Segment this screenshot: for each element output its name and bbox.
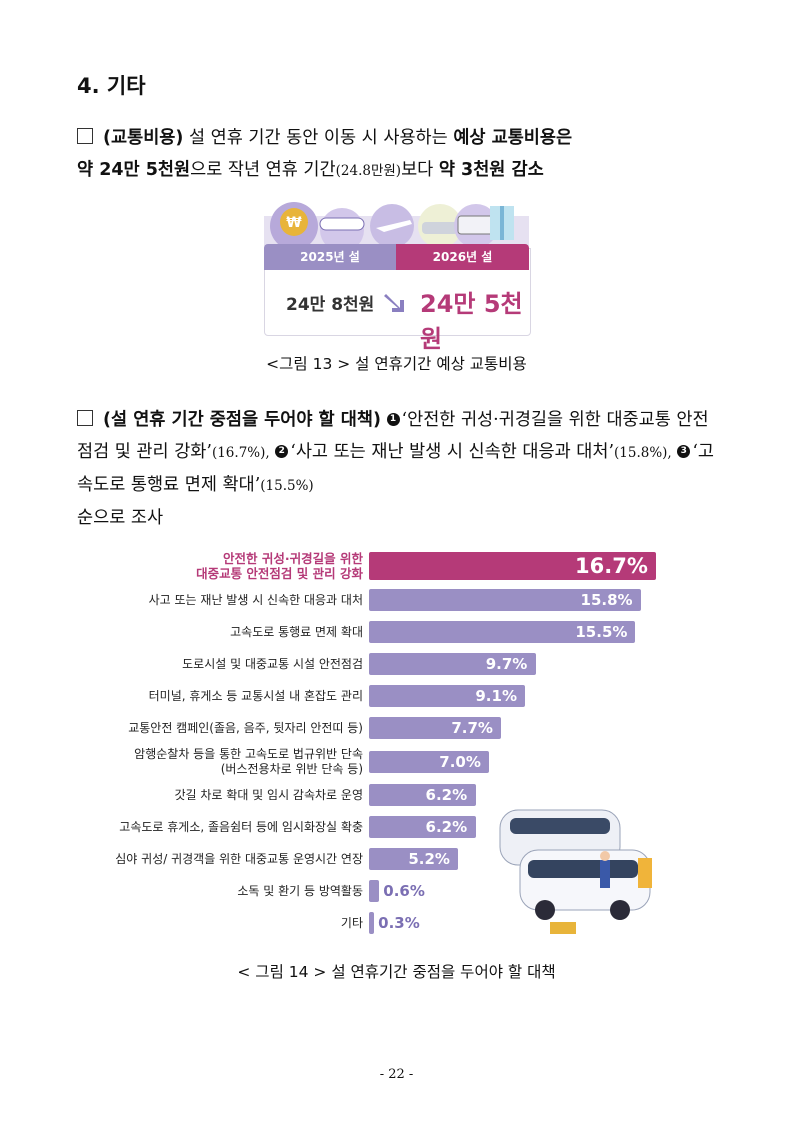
bar xyxy=(369,784,476,806)
bar xyxy=(369,816,476,838)
transport-banner-illustration: ₩ xyxy=(264,202,529,246)
bar-value-label: 9.1% xyxy=(475,687,517,705)
bar-value-label: 0.3% xyxy=(378,914,420,932)
bar xyxy=(369,912,375,934)
won-coin-icon xyxy=(280,208,308,236)
section-title: 4. 기타 xyxy=(77,74,146,98)
bar-value-label: 0.6% xyxy=(383,882,425,900)
bar xyxy=(369,552,656,580)
bar-label-line: 기타 xyxy=(340,915,363,930)
para1-text2: 으로 작년 연휴 기간 xyxy=(190,160,336,180)
para1-bold2: 약 24만 5천원 xyxy=(77,160,191,180)
bar-label-line: 고속도로 통행료 면제 확대 xyxy=(230,624,363,639)
number-2-icon: 2 xyxy=(275,445,289,458)
paragraph-priority-measures: (설 연휴 기간 중점을 두어야 할 대책) 1 ‘안전한 귀성·귀경길을 위한 … xyxy=(77,404,719,534)
para2-lead: (설 연휴 기간 중점을 두어야 할 대책) xyxy=(103,410,381,430)
bar-label: 교통안전 캠페인(졸음, 음주, 뒷자리 안전띠 등) xyxy=(128,721,363,736)
bar-label: 터미널, 휴게소 등 교통시설 내 혼잡도 관리 xyxy=(149,689,363,704)
bar-label: 도로시설 및 대중교통 시설 안전점검 xyxy=(182,657,363,672)
bar-label-line: (버스전용차로 위반 단속 등) xyxy=(220,762,363,776)
bar-label-line: 심야 귀성/ 귀경객을 위한 대중교통 운영시간 연장 xyxy=(115,851,363,866)
bar-label: 소독 및 환기 등 방역활동 xyxy=(237,884,363,899)
bar xyxy=(369,848,459,870)
para2-item3: ‘고속도로 통행료 면제 확대’ xyxy=(77,442,714,495)
value-2025: 24만 8천원 xyxy=(286,295,375,315)
bar-value-label: 7.7% xyxy=(451,719,493,737)
para1-lead: (교통비용) xyxy=(103,128,184,148)
figure-14-caption: < 그림 14 > 설 연휴기간 중점을 두어야 할 대책 xyxy=(237,963,556,981)
bar xyxy=(369,589,641,611)
paragraph-transport-cost: (교통비용) 설 연휴 기간 동안 이동 시 사용하는 예상 교통비용은 약 2… xyxy=(77,122,719,187)
bar-label: 고속도로 통행료 면제 확대 xyxy=(230,625,363,640)
bar-value-label: 15.8% xyxy=(580,591,633,609)
bar-label-line: 도로시설 및 대중교통 시설 안전점검 xyxy=(182,656,363,671)
bar-value-label: 16.7% xyxy=(575,554,648,578)
bar xyxy=(369,880,380,902)
svg-text:₩: ₩ xyxy=(286,215,302,231)
bar-label-line: 교통안전 캠페인(졸음, 음주, 뒷자리 안전띠 등) xyxy=(128,720,363,735)
bar-label: 갓길 차로 확대 및 임시 감속차로 운영 xyxy=(175,788,364,803)
para2-p2: (15.8%), xyxy=(614,445,672,461)
para2-p3: (15.5%) xyxy=(260,478,314,494)
bar-label-line: 고속도로 휴게소, 졸음쉼터 등에 임시화장실 확충 xyxy=(119,819,363,834)
bar-label: 고속도로 휴게소, 졸음쉼터 등에 임시화장실 확충 xyxy=(119,820,363,835)
bus-mechanic-illustration xyxy=(499,809,652,934)
checkbox-bullet-icon xyxy=(77,128,93,144)
bar-label: 기타 xyxy=(341,916,363,931)
para1-bold1: 예상 교통비용은 xyxy=(453,128,573,148)
bar xyxy=(369,653,536,675)
bar-label: 심야 귀성/ 귀경객을 위한 대중교통 운영시간 연장 xyxy=(115,852,363,867)
number-1-icon: 1 xyxy=(386,413,400,426)
figure-13-caption: <그림 13 > 설 연휴기간 예상 교통비용 xyxy=(266,355,527,373)
checkbox-bullet-icon xyxy=(77,410,93,426)
bar-value-label: 6.2% xyxy=(425,786,468,804)
bar-label-line: 소독 및 환기 등 방역활동 xyxy=(237,883,363,898)
bar-label-line: 대중교통 안전점검 및 관리 강화 xyxy=(196,566,363,581)
bar-label-line: 갓길 차로 확대 및 임시 감속차로 운영 xyxy=(174,787,364,802)
bar-value-label: 7.0% xyxy=(439,753,481,771)
para1-small1: (24.8만원) xyxy=(335,163,402,179)
figure-13-transport-cost: ₩ 2025년 설 2026년 설 24만 8천원 24만 5천원 xyxy=(264,196,531,353)
number-3-icon: 3 xyxy=(677,445,691,458)
bar-value-label: 15.5% xyxy=(575,623,628,641)
bar-label-line: 암행순찰차 등을 통한 고속도로 법규위반 단속 xyxy=(134,747,363,761)
bar xyxy=(369,751,490,773)
bar-label: 안전한 귀성·귀경길을 위한 대중교통 안전점검 및 관리 강화 xyxy=(196,551,363,581)
bar-label-line: 사고 또는 재난 발생 시 신속한 대응과 대처 xyxy=(148,592,363,607)
mechanic-icon xyxy=(600,860,610,888)
para1-text3: 보다 xyxy=(401,160,439,180)
bar-label: 암행순찰차 등을 통한 고속도로 법규위반 단속 (버스전용차로 위반 단속 등) xyxy=(134,747,363,777)
bar-value-label: 5.2% xyxy=(408,850,450,868)
para1-text1: 설 연휴 기간 동안 이동 시 사용하는 xyxy=(183,128,454,148)
page-number: - 22 - xyxy=(379,1067,414,1082)
bar-label: 사고 또는 재난 발생 시 신속한 대응과 대처 xyxy=(149,593,363,608)
para2-item2: ‘사고 또는 재난 발생 시 신속한 대응과 대처’ xyxy=(290,442,615,462)
bar-value-label: 9.7% xyxy=(485,655,528,673)
bar-label-line: 안전한 귀성·귀경길을 위한 xyxy=(223,551,363,566)
label-2026: 2026년 설 xyxy=(396,244,529,270)
bar xyxy=(369,621,636,643)
decrease-arrow-icon xyxy=(384,294,404,312)
airplane-icon xyxy=(376,220,412,232)
bar-label-line: 터미널, 휴게소 등 교통시설 내 혼잡도 관리 xyxy=(148,688,363,703)
bar-value-label: 6.2% xyxy=(425,818,468,836)
bar xyxy=(369,717,502,739)
para2-item1: ‘안전한 귀성·귀경길을 위한 대중교통 안전점검 및 관리 강화’ xyxy=(77,410,709,462)
para1-bold3: 약 3천원 감소 xyxy=(438,160,544,180)
label-2025: 2025년 설 xyxy=(264,244,396,270)
bar xyxy=(369,685,526,707)
para2-p1: (16.7%), xyxy=(211,445,270,461)
value-2026: 24만 5천원 xyxy=(420,290,523,353)
para2-tail: 순으로 조사 xyxy=(77,508,164,528)
car-icon xyxy=(422,222,458,234)
train-icon xyxy=(319,217,365,231)
